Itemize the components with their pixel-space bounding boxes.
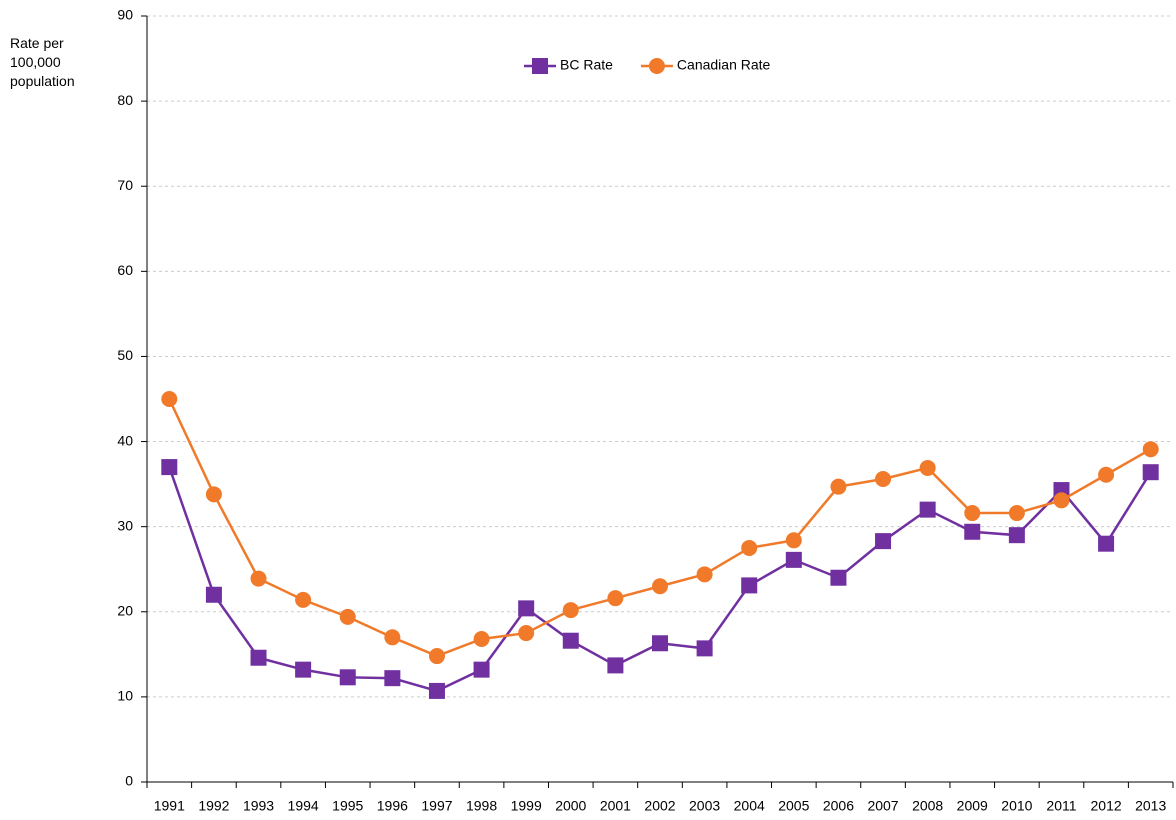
data-point xyxy=(518,625,535,642)
data-point xyxy=(428,682,445,699)
data-point xyxy=(919,459,936,476)
data-point xyxy=(205,586,222,603)
data-point xyxy=(250,649,267,666)
x-tick-label: 1993 xyxy=(243,798,274,814)
data-point xyxy=(295,591,312,608)
data-point xyxy=(295,661,312,678)
x-tick-label: 2009 xyxy=(957,798,988,814)
data-point xyxy=(384,629,401,646)
data-point xyxy=(696,566,713,583)
data-point xyxy=(339,608,356,625)
y-tick-label: 40 xyxy=(117,432,133,448)
x-tick-label: 2005 xyxy=(778,798,809,814)
y-tick-label: 10 xyxy=(117,688,133,704)
x-tick-label: 2012 xyxy=(1091,798,1122,814)
data-point xyxy=(964,505,981,522)
series-line xyxy=(168,398,1152,658)
x-tick-label: 1997 xyxy=(421,798,452,814)
data-point xyxy=(830,478,847,495)
x-tick-label: 2001 xyxy=(600,798,631,814)
data-point xyxy=(161,459,178,476)
y-tick-label: 90 xyxy=(117,7,133,23)
x-tick-label: 2011 xyxy=(1046,798,1076,814)
y-tick-label: 30 xyxy=(117,517,133,533)
data-point xyxy=(473,631,490,648)
x-tick-label: 1998 xyxy=(466,798,497,814)
x-tick-label: 2002 xyxy=(644,798,675,814)
data-point xyxy=(696,640,713,657)
data-point xyxy=(250,570,267,587)
data-point xyxy=(741,539,758,556)
data-point xyxy=(384,670,401,687)
data-point xyxy=(652,635,668,652)
data-point xyxy=(562,632,579,649)
legend-label: Canadian Rate xyxy=(677,57,771,73)
y-tick-label: 0 xyxy=(125,773,133,789)
legend-label: BC Rate xyxy=(560,57,613,73)
data-point xyxy=(741,577,758,594)
x-tick-label: 2007 xyxy=(867,798,898,814)
y-tick-label: 70 xyxy=(117,177,133,193)
y-tick-label: 80 xyxy=(117,92,133,108)
data-point xyxy=(339,669,356,686)
data-point xyxy=(473,661,490,678)
x-tick-label: 2003 xyxy=(689,798,720,814)
data-point xyxy=(830,569,847,586)
data-point xyxy=(875,533,892,550)
x-tick-label: 2013 xyxy=(1135,798,1166,814)
data-point xyxy=(919,501,936,518)
y-tick-label: 60 xyxy=(117,262,133,278)
y-axis-label: Rate per 100,000 population xyxy=(10,35,75,89)
legend-marker xyxy=(532,58,548,74)
data-point xyxy=(1008,505,1025,522)
x-tick-label: 1992 xyxy=(198,798,229,814)
y-tick-label: 50 xyxy=(117,347,133,363)
legend-marker xyxy=(648,58,665,74)
data-point xyxy=(785,551,802,568)
data-point xyxy=(205,486,222,503)
x-tick-label: 2010 xyxy=(1001,798,1032,814)
data-point xyxy=(1098,535,1115,552)
data-point xyxy=(1142,441,1159,458)
x-tick-label: 1996 xyxy=(377,798,408,814)
x-tick-label: 2000 xyxy=(555,798,586,814)
data-point xyxy=(1098,466,1115,483)
x-tick-label: 2008 xyxy=(912,798,943,814)
data-point xyxy=(562,602,579,619)
x-tick-label: 1991 xyxy=(154,798,185,814)
data-point xyxy=(875,471,892,488)
y-tick-label: 20 xyxy=(117,602,133,618)
data-point xyxy=(1008,527,1025,544)
data-point xyxy=(652,578,668,595)
x-tick-label: 2004 xyxy=(734,798,765,814)
data-point xyxy=(785,532,802,549)
data-point xyxy=(518,600,535,617)
x-tick-label: 2006 xyxy=(823,798,854,814)
data-point xyxy=(1142,464,1159,481)
data-point xyxy=(1053,492,1070,509)
data-point xyxy=(964,523,981,540)
data-point xyxy=(607,590,624,607)
data-point xyxy=(607,657,624,674)
data-point xyxy=(161,391,178,407)
x-tick-label: 1999 xyxy=(511,798,542,814)
x-tick-label: 1995 xyxy=(332,798,363,814)
data-point xyxy=(428,648,445,665)
x-tick-label: 1994 xyxy=(288,798,319,814)
